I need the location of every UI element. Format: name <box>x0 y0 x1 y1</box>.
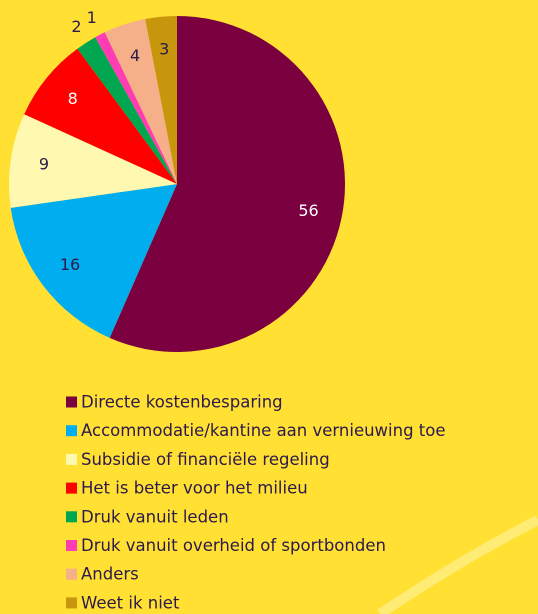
legend-label: Druk vanuit leden <box>81 507 229 526</box>
decoration <box>377 515 538 614</box>
legend-label: Directe kostenbesparing <box>81 393 283 412</box>
legend-swatch <box>66 511 77 523</box>
data-label: 16 <box>60 255 80 274</box>
pie-slice <box>95 32 177 184</box>
data-label: 8 <box>68 89 78 108</box>
legend-swatch <box>66 568 77 580</box>
legend-swatch <box>66 597 77 609</box>
pie: 56 16 9 8 2 1 4 3 <box>9 8 345 352</box>
legend-swatch <box>66 453 77 465</box>
pie-slice <box>24 48 178 184</box>
pie-slice <box>145 16 177 184</box>
legend-label: Weet ik niet <box>81 593 180 612</box>
legend-label: Accommodatie/kantine aan vernieuwing toe <box>81 421 446 440</box>
data-label: 1 <box>87 8 97 27</box>
legend: Directe kostenbesparing Accommodatie/kant… <box>66 393 446 612</box>
data-label: 3 <box>159 40 169 59</box>
pie-slice <box>10 184 178 338</box>
legend-swatch <box>66 540 77 551</box>
legend-label: Subsidie of financiële regeling <box>81 450 330 469</box>
data-label: 4 <box>130 46 140 65</box>
pie-slice <box>109 16 345 352</box>
pie-slice <box>77 37 177 185</box>
legend-label: Anders <box>81 565 139 584</box>
pie-slice <box>9 114 178 208</box>
legend-swatch <box>66 482 77 494</box>
legend-label: Het is beter voor het milieu <box>81 479 308 498</box>
data-label: 9 <box>39 154 49 173</box>
data-label: 2 <box>71 17 81 36</box>
pie-slice <box>104 19 177 184</box>
legend-swatch <box>66 396 77 408</box>
legend-label: Druk vanuit overheid of sportbonden <box>81 536 386 555</box>
data-label: 56 <box>298 201 318 220</box>
legend-swatch <box>66 425 77 437</box>
